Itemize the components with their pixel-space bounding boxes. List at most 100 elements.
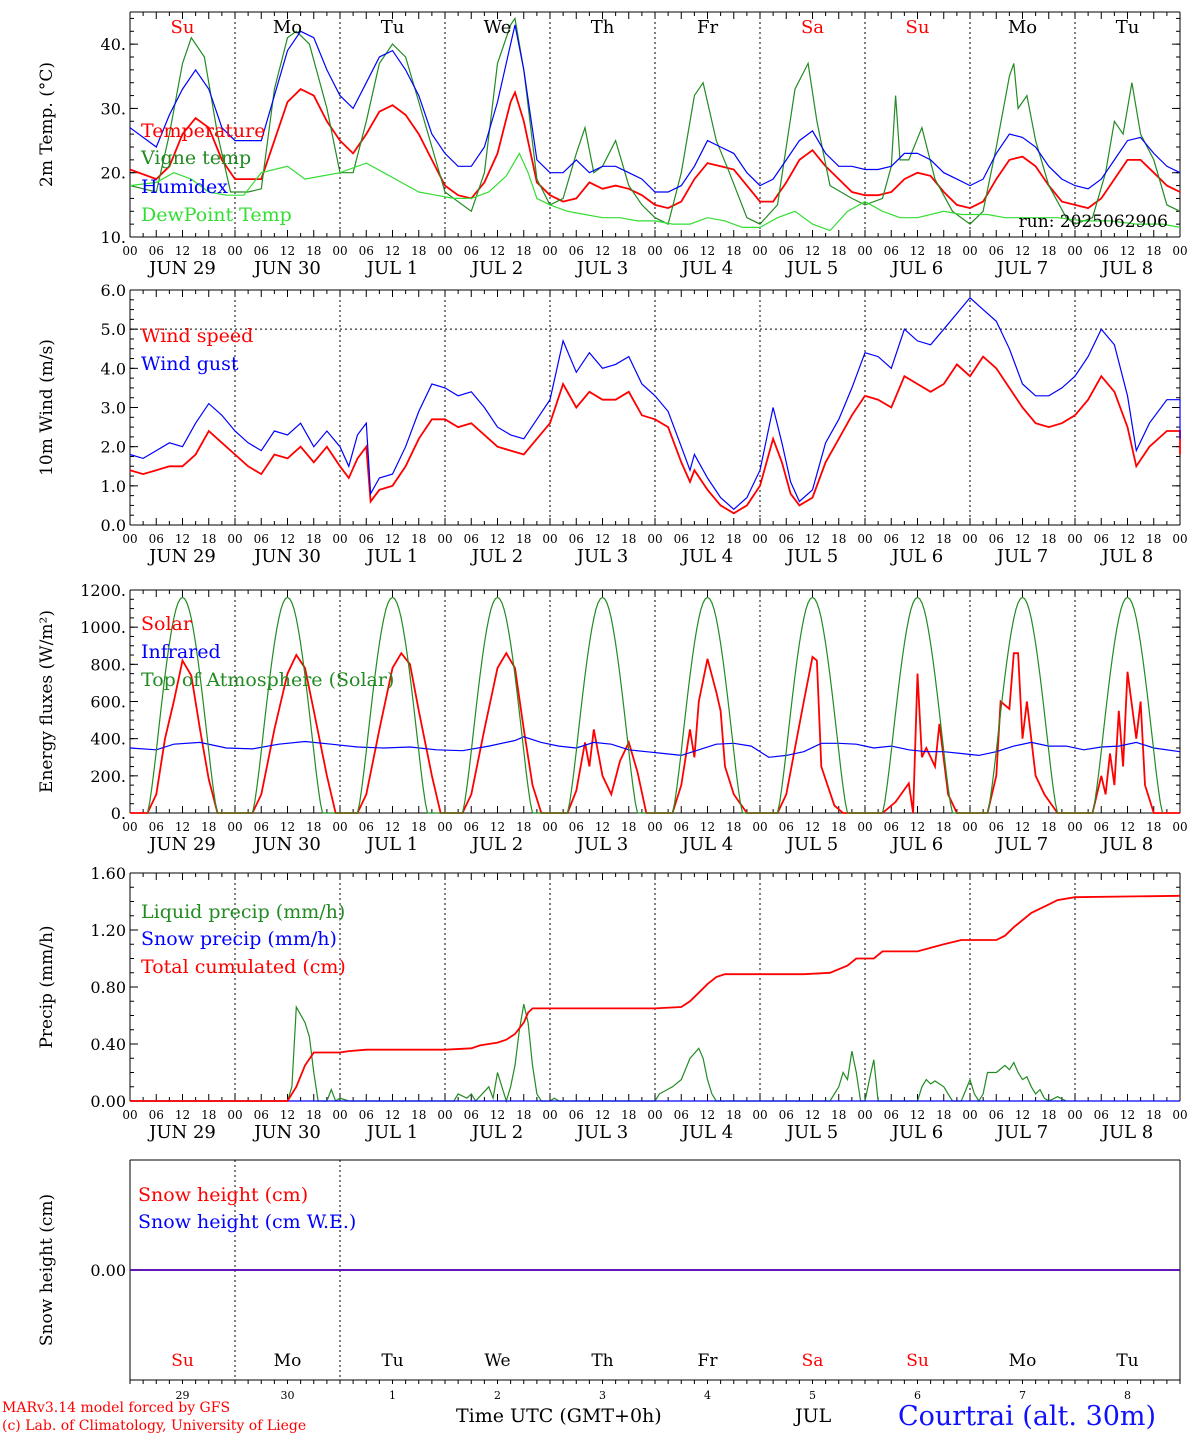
hour-tick-label: 00	[122, 244, 137, 258]
hour-tick-label: 00	[647, 1108, 662, 1122]
hour-tick-label: 12	[385, 244, 400, 258]
hour-tick-label: 00	[227, 532, 242, 546]
y-tick-label: 5.0	[101, 320, 126, 339]
hour-tick-label: 18	[726, 244, 741, 258]
time-axis-label: Time UTC (GMT+0h)	[456, 1405, 662, 1427]
hour-tick-label: 06	[569, 1108, 584, 1122]
day-abbr-label: Mo	[1008, 17, 1037, 38]
hour-tick-label: 06	[779, 532, 794, 546]
date-label: JUL 3	[575, 834, 629, 855]
hour-tick-label: 06	[674, 1108, 689, 1122]
hour-tick-label: 18	[831, 1108, 846, 1122]
day-number-label: 3	[599, 1389, 606, 1402]
hour-tick-label: 06	[464, 1108, 479, 1122]
hour-tick-label: 18	[411, 532, 426, 546]
day-abbr-label: Mo	[273, 17, 302, 38]
hour-tick-label: 12	[280, 532, 295, 546]
panel-4	[129, 872, 1181, 1104]
hour-tick-label: 12	[490, 244, 505, 258]
hour-tick-label: 12	[595, 532, 610, 546]
hour-tick-label: 12	[1120, 1108, 1135, 1122]
hour-tick-label: 06	[1094, 1108, 1109, 1122]
hour-tick-label: 12	[175, 820, 190, 834]
hour-tick-label: 06	[149, 532, 164, 546]
hour-tick-label: 00	[647, 820, 662, 834]
hour-tick-label: 00	[122, 820, 137, 834]
hour-tick-label: 06	[149, 820, 164, 834]
hour-tick-label: 06	[254, 820, 269, 834]
hour-tick-label: 00	[1172, 532, 1187, 546]
series-line-temperature	[129, 88, 1181, 210]
hour-tick-label: 18	[621, 1108, 636, 1122]
date-label: JUL 3	[575, 258, 629, 279]
hour-tick-label: 12	[385, 532, 400, 546]
day-abbr-label: Su	[906, 1351, 929, 1371]
hour-tick-label: 18	[831, 244, 846, 258]
legend-label: Vigne temp	[140, 147, 251, 169]
hour-tick-label: 00	[1172, 820, 1187, 834]
hour-tick-label: 00	[752, 820, 767, 834]
y-tick-label: 200.	[90, 767, 126, 786]
date-label: JUL 1	[365, 546, 419, 567]
hour-tick-label: 18	[306, 532, 321, 546]
hour-tick-label: 12	[595, 820, 610, 834]
hour-tick-label: 00	[332, 820, 347, 834]
date-label: JUN 29	[147, 258, 216, 279]
hour-tick-label: 18	[1041, 820, 1056, 834]
hour-tick-label: 06	[884, 244, 899, 258]
legend-label: DewPoint Temp	[141, 204, 292, 226]
date-label: JUL 5	[785, 834, 839, 855]
hour-tick-label: 00	[332, 532, 347, 546]
hour-tick-label: 06	[359, 1108, 374, 1122]
legend-label: Snow height (cm W.E.)	[138, 1211, 356, 1233]
hour-tick-label: 12	[805, 532, 820, 546]
hour-tick-label: 18	[621, 532, 636, 546]
date-label: JUL 7	[995, 258, 1049, 279]
hour-tick-label: 06	[569, 244, 584, 258]
date-label: JUN 30	[252, 1122, 321, 1143]
hour-tick-label: 12	[280, 1108, 295, 1122]
hour-tick-label: 12	[700, 1108, 715, 1122]
day-number-label: 29	[176, 1389, 190, 1402]
hour-tick-label: 12	[280, 820, 295, 834]
y-tick-label: 600.	[90, 693, 126, 712]
series-line-vigne-temp	[129, 16, 1181, 225]
station-label: Courtrai (alt. 30m)	[898, 1401, 1157, 1432]
hour-tick-label: 00	[1067, 532, 1082, 546]
hour-tick-label: 12	[175, 1108, 190, 1122]
hour-tick-label: 00	[752, 532, 767, 546]
hour-tick-label: 00	[1172, 244, 1187, 258]
hour-tick-label: 18	[726, 1108, 741, 1122]
hour-tick-label: 12	[595, 244, 610, 258]
hour-tick-label: 18	[936, 244, 951, 258]
hour-tick-label: 18	[1041, 1108, 1056, 1122]
hour-tick-label: 12	[280, 244, 295, 258]
day-abbr-label: Tu	[1116, 1351, 1138, 1371]
hour-tick-label: 18	[1146, 1108, 1161, 1122]
hour-tick-label: 00	[647, 244, 662, 258]
hour-tick-label: 12	[805, 244, 820, 258]
model-credit: MARv3.14 model forced by GFS (c) Lab. of…	[2, 1399, 306, 1435]
hour-tick-label: 18	[411, 1108, 426, 1122]
hour-tick-label: 06	[359, 532, 374, 546]
y-tick-label: 4.0	[101, 359, 126, 378]
hour-tick-label: 06	[884, 1108, 899, 1122]
hour-tick-label: 00	[962, 244, 977, 258]
day-abbr-label: Mo	[274, 1351, 302, 1371]
y-tick-label: 10.	[101, 228, 126, 247]
hour-tick-label: 00	[857, 532, 872, 546]
hour-tick-label: 06	[779, 820, 794, 834]
hour-tick-label: 00	[542, 1108, 557, 1122]
hour-tick-label: 00	[542, 532, 557, 546]
series-line-wind-gust	[129, 296, 1181, 511]
date-label: JUL 4	[680, 1122, 734, 1143]
hour-tick-label: 06	[359, 244, 374, 258]
date-label: JUL 2	[470, 1122, 524, 1143]
hour-tick-label: 12	[1015, 532, 1030, 546]
hour-tick-label: 00	[122, 532, 137, 546]
hour-tick-label: 00	[1067, 820, 1082, 834]
y-axis-label: 2m Temp. (°C)	[37, 62, 57, 187]
hour-tick-label: 06	[149, 1108, 164, 1122]
day-abbr-label: We	[484, 17, 512, 38]
